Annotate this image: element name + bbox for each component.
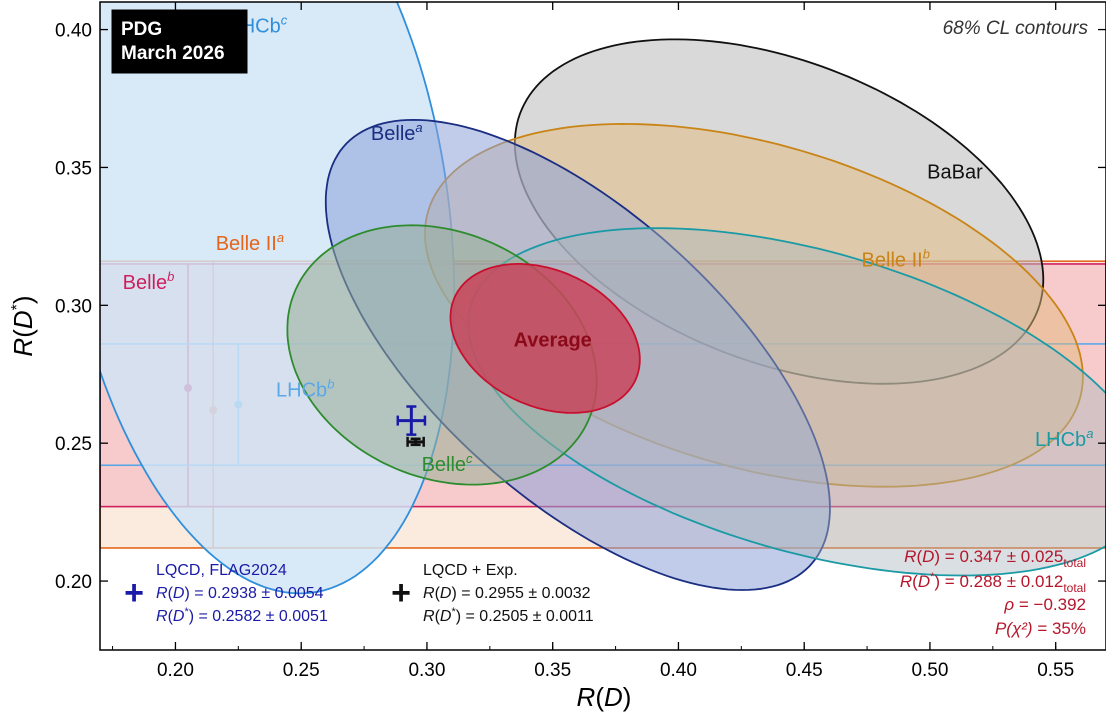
- x-tick-label: 0.55: [1037, 660, 1074, 681]
- legend-title: LQCD, FLAG2024: [156, 562, 287, 579]
- plot-layer: [100, 2, 1106, 595]
- legend-title: LQCD + Exp.: [423, 562, 518, 579]
- badge-line-1: PDG: [121, 19, 162, 40]
- sm-point-lqcd-flag2024: [396, 405, 427, 436]
- x-tick-label: 0.35: [534, 660, 571, 681]
- label-lhcb-a: LHCba: [1035, 426, 1093, 451]
- x-tick-label: 0.45: [786, 660, 823, 681]
- legend-lqcd-exp: + LQCD + Exp. R(D) = 0.2955 ± 0.0032 R(D…: [391, 562, 594, 625]
- y-tick-label: 0.30: [55, 296, 92, 317]
- label-belle-b: Belleb: [123, 269, 175, 294]
- label-belle-ii-a: Belle IIa: [216, 230, 284, 255]
- x-tick-label: 0.30: [408, 660, 445, 681]
- legend-line-rds: R(D*) = 0.2582 ± 0.0051: [156, 606, 328, 625]
- cl-note: 68% CL contours: [943, 18, 1089, 39]
- result-pchi2: P(χ²) = 35%: [995, 619, 1086, 638]
- label-average: Average: [514, 330, 592, 352]
- result-rd: R(D) = 0.347 ± 0.025total: [904, 547, 1086, 570]
- label-lhcb-b: LHCbb: [276, 376, 334, 401]
- label-belle-ii-b: Belle IIb: [862, 247, 930, 272]
- legend-line-rds: R(D*) = 0.2505 ± 0.0011: [423, 606, 594, 625]
- x-tick-label: 0.40: [660, 660, 697, 681]
- legend-line-rd: R(D) = 0.2938 ± 0.0054: [156, 585, 324, 602]
- x-tick-label: 0.50: [911, 660, 948, 681]
- label-belle-a: Bellea: [371, 120, 423, 145]
- x-axis-title: R(D): [577, 682, 632, 712]
- y-tick-label: 0.25: [55, 434, 92, 455]
- badge-line-2: March 2026: [121, 43, 225, 64]
- y-tick-label: 0.35: [55, 158, 92, 179]
- sm-point-lqcd-exp: [406, 436, 425, 447]
- plot-frame: [99, 1, 1106, 651]
- label-belle-c: Bellec: [422, 451, 473, 476]
- x-tick-label: 0.25: [283, 660, 320, 681]
- y-tick-label: 0.40: [55, 21, 92, 42]
- axis-layer: 0.20 0.25 0.30 0.35 0.40 0.45 0.50 0.55 0.20 0.25…: [55, 2, 1106, 681]
- y-axis-title: R(D*): [8, 295, 38, 356]
- average-results: R(D) = 0.347 ± 0.025total R(D*) = 0.288 …: [900, 547, 1086, 638]
- pdg-badge: PDG March 2026: [111, 9, 248, 74]
- result-rho: ρ = −0.392: [1003, 595, 1086, 614]
- legend-plus-icon: +: [391, 574, 411, 612]
- legend-lqcd-flag: + LQCD, FLAG2024 R(D) = 0.2938 ± 0.0054 …: [124, 562, 328, 625]
- label-babar: BaBar: [927, 161, 983, 183]
- ellipse-average: [449, 263, 641, 414]
- legend-line-rd: R(D) = 0.2955 ± 0.0032: [423, 585, 591, 602]
- legend-plus-icon: +: [124, 574, 144, 612]
- result-rds: R(D*) = 0.288 ± 0.012total: [900, 571, 1086, 595]
- y-tick-label: 0.20: [55, 572, 92, 593]
- x-tick-label: 0.20: [157, 660, 194, 681]
